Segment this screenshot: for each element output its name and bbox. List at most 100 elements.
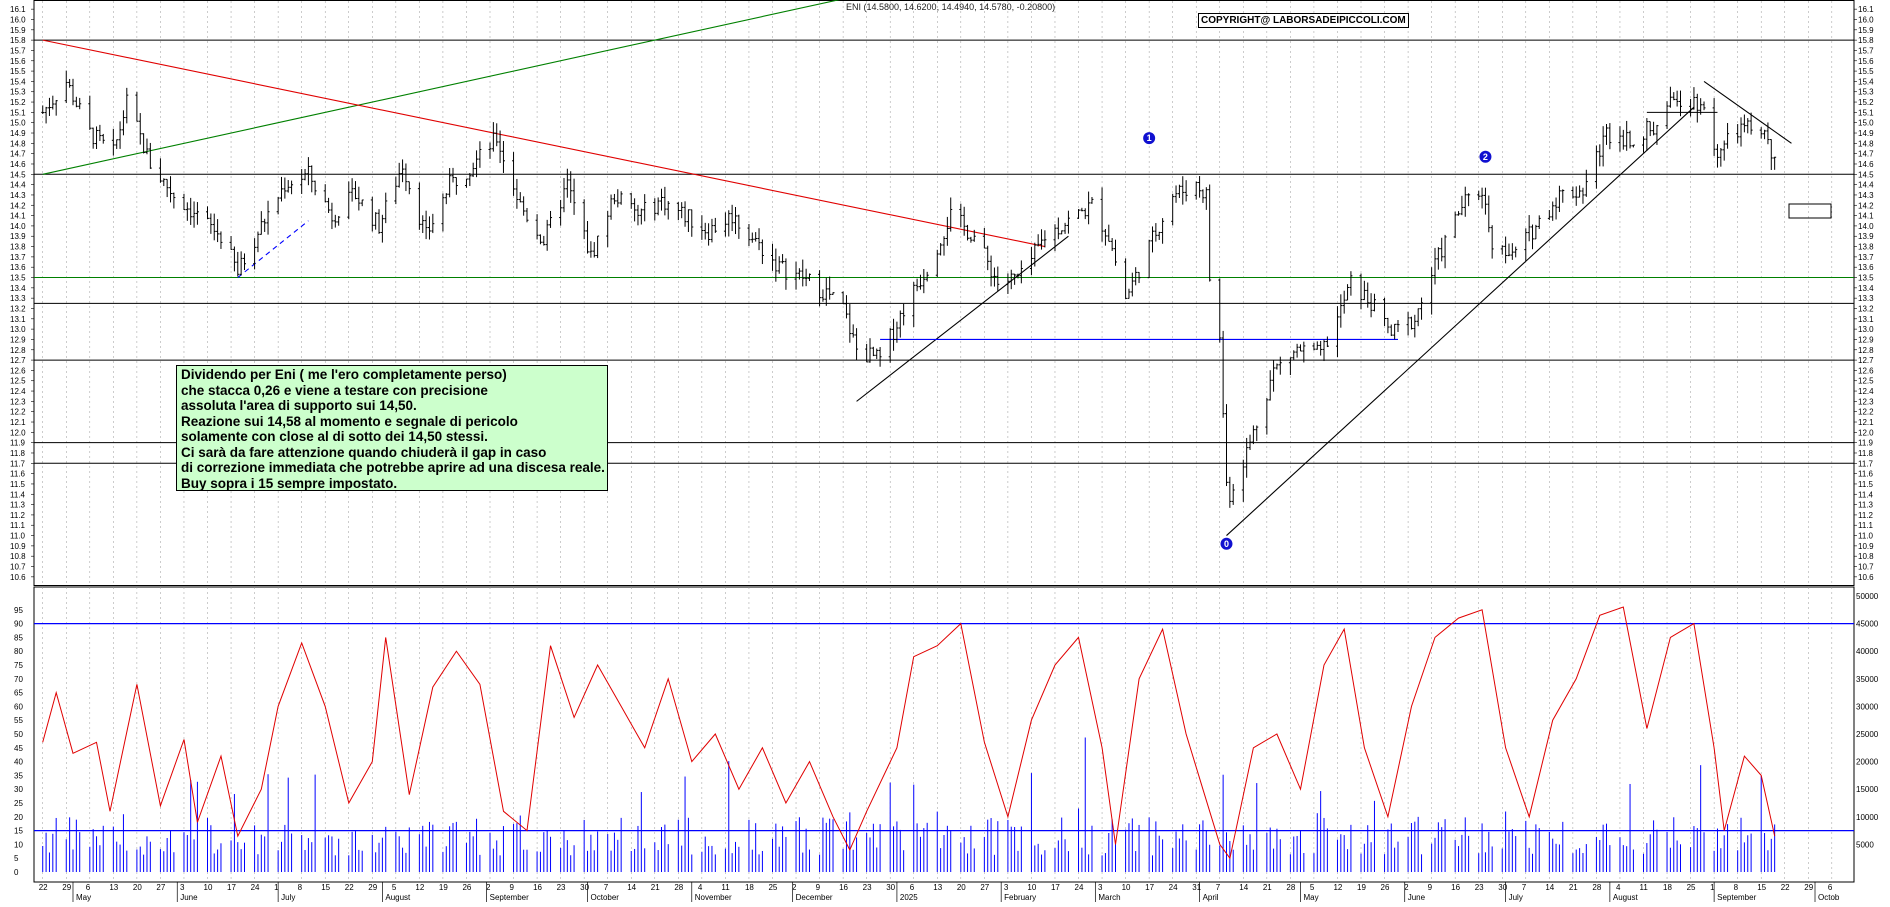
osc-y-tick: 70 <box>14 675 23 684</box>
trendline <box>42 0 841 175</box>
x-day-tick: 21 <box>1263 883 1272 892</box>
x-day-tick: 9 <box>816 883 821 892</box>
price-y-tick-left: 11.1 <box>10 521 26 530</box>
x-day-tick: 6 <box>910 883 915 892</box>
x-day-tick: 2 <box>792 883 797 892</box>
volume-y-tick: 20000 <box>1856 758 1879 767</box>
wave-label-text: 0 <box>1224 539 1229 549</box>
price-y-tick-right: 13.8 <box>1858 243 1874 252</box>
price-y-tick-right: 14.8 <box>1858 139 1874 148</box>
x-day-tick: 28 <box>674 883 683 892</box>
x-day-tick: 17 <box>1051 883 1060 892</box>
price-y-tick-right: 11.1 <box>1858 521 1874 530</box>
x-day-tick: 14 <box>1545 883 1554 892</box>
price-y-tick-right: 13.6 <box>1858 263 1874 272</box>
price-y-tick-right: 12.2 <box>1858 408 1874 417</box>
price-y-tick-right: 13.9 <box>1858 232 1874 241</box>
price-y-tick-left: 12.7 <box>10 356 26 365</box>
price-y-tick-right: 14.4 <box>1858 181 1874 190</box>
x-day-tick: 11 <box>721 883 730 892</box>
osc-y-tick: 15 <box>14 827 23 836</box>
price-y-tick-left: 15.3 <box>10 88 26 97</box>
price-y-tick-left: 15.2 <box>10 98 26 107</box>
x-day-tick: 21 <box>651 883 660 892</box>
price-y-tick-left: 14.5 <box>10 170 26 179</box>
x-month-label: Octob <box>1818 893 1840 902</box>
x-day-tick: 12 <box>1333 883 1342 892</box>
price-panel-frame <box>33 0 1855 586</box>
price-y-tick-right: 12.9 <box>1858 335 1874 344</box>
x-day-tick: 17 <box>227 883 236 892</box>
x-day-tick: 18 <box>1663 883 1672 892</box>
x-day-tick: 17 <box>1145 883 1154 892</box>
x-day-tick: 22 <box>345 883 354 892</box>
x-day-tick: 10 <box>1122 883 1131 892</box>
price-y-tick-left: 15.6 <box>10 57 26 66</box>
price-y-tick-left: 10.7 <box>10 563 26 572</box>
osc-y-tick: 95 <box>14 606 23 615</box>
x-day-tick: 25 <box>768 883 777 892</box>
price-y-tick-left: 12.0 <box>10 428 26 437</box>
price-y-tick-left: 10.6 <box>10 573 26 582</box>
price-y-tick-left: 16.1 <box>10 5 26 14</box>
x-day-tick: 8 <box>298 883 303 892</box>
price-y-tick-right: 12.7 <box>1858 356 1874 365</box>
price-y-tick-right: 12.8 <box>1858 346 1874 355</box>
price-y-tick-right: 13.2 <box>1858 304 1874 313</box>
x-day-tick: 21 <box>1569 883 1578 892</box>
x-day-tick: 1 <box>1710 883 1715 892</box>
x-day-tick: 6 <box>1828 883 1833 892</box>
price-y-tick-right: 12.0 <box>1858 428 1874 437</box>
osc-y-tick: 90 <box>14 620 23 629</box>
price-y-tick-right: 11.9 <box>1858 439 1874 448</box>
price-y-tick-left: 13.8 <box>10 243 26 252</box>
trendline <box>1703 80 1792 144</box>
x-day-tick: 7 <box>1522 883 1527 892</box>
x-month-label: October <box>591 893 620 902</box>
x-day-tick: 14 <box>1239 883 1248 892</box>
x-day-tick: 18 <box>745 883 754 892</box>
x-day-tick: 7 <box>1216 883 1221 892</box>
x-day-tick: 12 <box>415 883 424 892</box>
x-day-tick: 19 <box>439 883 448 892</box>
price-y-tick-left: 13.7 <box>10 253 26 262</box>
price-y-tick-left: 11.6 <box>10 470 26 479</box>
x-day-tick: 14 <box>627 883 636 892</box>
price-y-tick-right: 13.0 <box>1858 325 1874 334</box>
price-y-tick-right: 15.1 <box>1858 108 1874 117</box>
x-day-tick: 31 <box>1192 883 1201 892</box>
price-y-tick-right: 12.6 <box>1858 366 1874 375</box>
price-y-tick-left: 12.3 <box>10 397 26 406</box>
x-day-tick: 16 <box>1451 883 1460 892</box>
x-day-tick: 29 <box>368 883 377 892</box>
price-y-tick-left: 11.4 <box>10 490 26 499</box>
price-y-tick-left: 10.9 <box>10 542 26 551</box>
price-y-tick-right: 13.4 <box>1858 284 1874 293</box>
price-y-tick-left: 13.4 <box>10 284 26 293</box>
x-day-tick: 9 <box>510 883 515 892</box>
x-day-tick: 3 <box>180 883 185 892</box>
x-day-tick: 6 <box>86 883 91 892</box>
osc-y-tick: 45 <box>14 744 23 753</box>
x-month-label: 2025 <box>900 893 918 902</box>
trendline <box>42 39 1045 248</box>
x-day-tick: 20 <box>957 883 966 892</box>
price-y-tick-left: 11.9 <box>10 439 26 448</box>
x-month-label: March <box>1098 893 1120 902</box>
x-day-tick: 28 <box>1592 883 1601 892</box>
volume-y-tick: 25000 <box>1856 730 1879 739</box>
wave-label-marker <box>1220 537 1233 550</box>
x-day-tick: 13 <box>933 883 942 892</box>
price-y-tick-right: 14.1 <box>1858 212 1874 221</box>
x-day-tick: 15 <box>1757 883 1766 892</box>
x-day-tick: 29 <box>1804 883 1813 892</box>
x-month-label: February <box>1004 893 1036 902</box>
osc-y-tick: 50 <box>14 730 23 739</box>
x-day-tick: 24 <box>1075 883 1084 892</box>
target-box <box>1788 203 1832 219</box>
price-y-tick-right: 15.0 <box>1858 119 1874 128</box>
volume-y-tick: 30000 <box>1856 702 1879 711</box>
price-y-tick-left: 13.0 <box>10 325 26 334</box>
price-y-tick-right: 11.2 <box>1858 511 1874 520</box>
price-y-tick-right: 14.0 <box>1858 222 1874 231</box>
